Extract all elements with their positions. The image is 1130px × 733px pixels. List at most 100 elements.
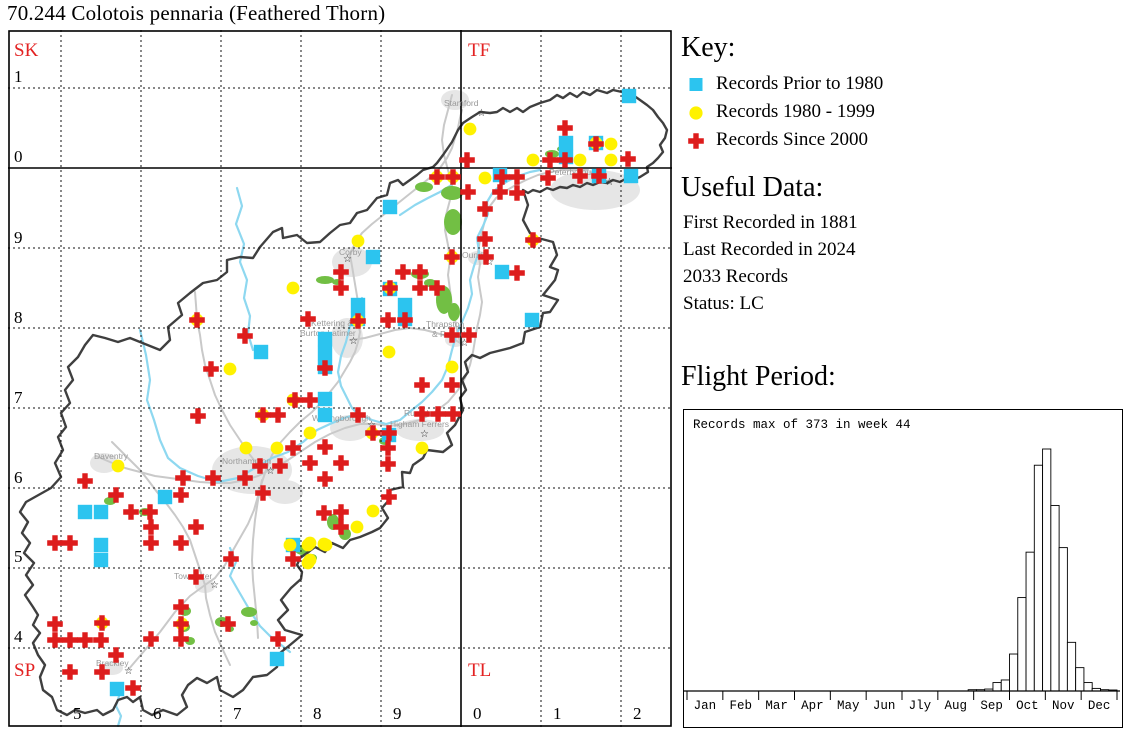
- easting-label: 7: [233, 704, 242, 723]
- record-markers: [47, 88, 639, 697]
- record-marker-since-2000: [220, 616, 236, 632]
- record-marker-prior-1980: [382, 199, 398, 215]
- woodland: [444, 209, 462, 235]
- record-marker-since-2000: [333, 519, 349, 535]
- record-marker-1980-1999: [478, 171, 492, 185]
- record-marker-since-2000: [123, 504, 139, 520]
- northing-label: 9: [14, 228, 23, 247]
- record-marker-since-2000: [478, 249, 494, 265]
- record-marker-since-2000: [591, 168, 607, 184]
- record-marker-1980-1999: [286, 281, 300, 295]
- record-marker-since-2000: [188, 519, 204, 535]
- easting-label: 6: [153, 704, 162, 723]
- record-marker-since-2000: [255, 485, 271, 501]
- record-marker-prior-1980: [558, 135, 574, 151]
- record-marker-1980-1999: [604, 137, 618, 151]
- county-outline: [18, 88, 669, 717]
- record-marker-prior-1980: [397, 297, 413, 313]
- record-marker-since-2000: [414, 406, 430, 422]
- flight-week-bar: [1017, 597, 1027, 692]
- useful-data-line: Last Recorded in 2024: [683, 239, 856, 260]
- key-item-label: Records 1980 - 1999: [716, 101, 875, 122]
- record-marker-prior-1980: [93, 552, 109, 568]
- record-marker-since-2000: [143, 519, 159, 535]
- record-marker-1980-1999: [526, 153, 540, 167]
- town-star-icon: ☆: [485, 257, 494, 268]
- record-marker-since-2000: [270, 631, 286, 647]
- record-marker-1980-1999: [239, 441, 253, 455]
- record-marker-since-2000: [173, 487, 189, 503]
- month-label: Aug: [944, 699, 967, 713]
- record-marker-since-2000: [173, 599, 189, 615]
- key-item: Records 1980 - 1999: [688, 100, 875, 124]
- record-marker-since-2000: [444, 249, 460, 265]
- flight-week-bar: [1025, 551, 1035, 692]
- record-marker-since-2000: [317, 471, 333, 487]
- record-marker-1980-1999: [445, 360, 459, 374]
- month-label: Jan: [694, 699, 717, 713]
- record-marker-since-2000: [381, 489, 397, 505]
- record-marker-1980-1999: [350, 520, 364, 534]
- record-marker-since-2000: [108, 487, 124, 503]
- flight-week-bar: [992, 682, 1002, 692]
- record-marker-since-2000: [382, 280, 398, 296]
- grid-square-label: TL: [468, 660, 491, 681]
- flight-period-chart: Jan Feb Mar Apr May Jun Jly Aug Sep Oct Nov Dec Reco…: [683, 409, 1123, 728]
- record-marker-prior-1980: [317, 391, 333, 407]
- flight-week-bar: [1000, 679, 1010, 692]
- record-marker-since-2000: [444, 377, 460, 393]
- record-marker-since-2000: [381, 425, 397, 441]
- woodland: [316, 276, 334, 284]
- record-marker-since-2000: [397, 312, 413, 328]
- record-marker-since-2000: [302, 392, 318, 408]
- record-marker-since-2000: [365, 425, 381, 441]
- northing-label: 5: [14, 547, 23, 566]
- key-heading: Key:: [681, 32, 736, 63]
- river: [114, 691, 123, 727]
- record-marker-since-2000: [285, 551, 301, 567]
- record-marker-since-2000: [77, 632, 93, 648]
- urban-area: [441, 90, 469, 110]
- record-marker-since-2000: [444, 327, 460, 343]
- record-marker-since-2000: [189, 312, 205, 328]
- northing-label: 0: [14, 147, 23, 166]
- record-marker-since-2000: [272, 458, 288, 474]
- record-marker-since-2000: [333, 455, 349, 471]
- record-marker-since-2000: [47, 535, 63, 551]
- record-marker-since-2000: [62, 535, 78, 551]
- record-marker-since-2000: [237, 470, 253, 486]
- easting-label: 2: [633, 704, 642, 723]
- record-marker-since-2000: [47, 632, 63, 648]
- record-marker-since-2000: [350, 407, 366, 423]
- town-label: Peterborough: [549, 167, 601, 177]
- woodland: [104, 497, 116, 505]
- record-marker-since-2000: [477, 231, 493, 247]
- record-marker-since-2000: [143, 631, 159, 647]
- record-marker-since-2000: [525, 232, 541, 248]
- town-star-icon: ☆: [460, 338, 469, 349]
- town-star-icon: ☆: [266, 466, 275, 477]
- useful-data-heading: Useful Data:: [681, 172, 824, 203]
- town-star-icon: ☆: [605, 177, 614, 188]
- record-marker-since-2000: [460, 184, 476, 200]
- town-label: Wellingborough: [312, 413, 371, 423]
- record-marker-1980-1999: [303, 426, 317, 440]
- record-marker-since-2000: [173, 616, 189, 632]
- record-marker-since-2000: [333, 280, 349, 296]
- record-marker-since-2000: [412, 264, 428, 280]
- month-label: Jun: [873, 699, 896, 713]
- record-marker-1980-1999: [382, 345, 396, 359]
- easting-label: 5: [73, 704, 82, 723]
- record-marker-since-2000: [445, 169, 461, 185]
- record-marker-1980-1999: [463, 122, 477, 136]
- month-label: Nov: [1052, 699, 1075, 713]
- record-marker-since-2000: [94, 664, 110, 680]
- easting-label: 8: [313, 704, 322, 723]
- key-cross-icon: [688, 132, 704, 149]
- record-marker-1980-1999: [415, 441, 429, 455]
- record-marker-1980-1999: [319, 538, 333, 552]
- northing-label: 4: [14, 627, 23, 646]
- record-marker-prior-1980: [253, 344, 269, 360]
- record-marker-prior-1980: [269, 651, 285, 667]
- flight-period-histogram: Jan Feb Mar Apr May Jun Jly Aug Sep Oct Nov Dec Reco…: [684, 418, 1120, 713]
